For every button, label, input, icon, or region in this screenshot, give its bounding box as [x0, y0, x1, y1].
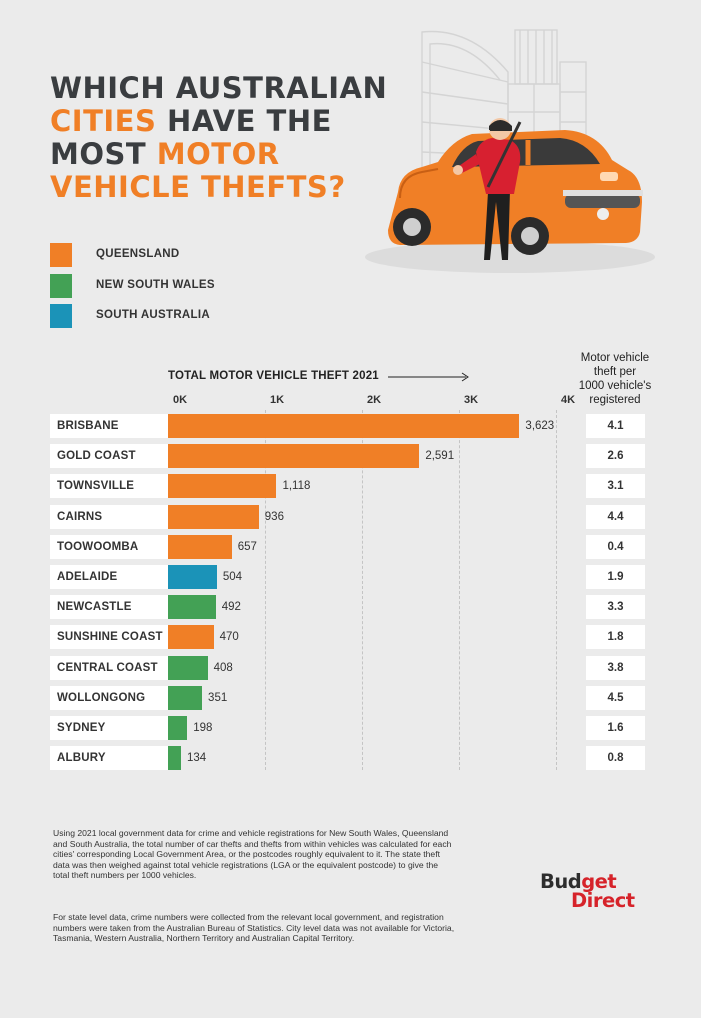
city-label: WOLLONGONG: [50, 686, 168, 710]
theft-rate-value: 3.1: [586, 474, 645, 498]
theft-rate-value: 3.3: [586, 595, 645, 619]
rate-header-line-4: registered: [589, 394, 641, 406]
thief-icon: [453, 118, 522, 260]
bar: [168, 565, 217, 589]
x-axis-title: TOTAL MOTOR VEHICLE THEFT 2021: [168, 370, 379, 382]
car-thief-illustration: [365, 29, 655, 273]
bar-value-label: 134: [186, 752, 207, 764]
bar-value-label: 351: [208, 692, 228, 704]
grid-line: [556, 410, 557, 770]
city-label: TOOWOOMBA: [50, 535, 168, 559]
bar: [168, 595, 216, 619]
theft-rate-value: 4.5: [586, 686, 645, 710]
grid-line: [459, 410, 460, 770]
grid-line: [362, 410, 363, 770]
legend-swatch-south-australia: [50, 304, 72, 328]
bar-value-label: 2,591: [425, 450, 455, 462]
bar-value-label: 504: [222, 571, 243, 583]
rate-header-line-2: theft per: [593, 366, 637, 378]
city-label: SUNSHINE COAST: [50, 625, 168, 649]
theft-rate-value: 3.8: [586, 656, 645, 680]
legend-item-queensland: QUEENSLAND: [50, 243, 250, 267]
bar: [168, 474, 277, 498]
theft-rate-value: 4.1: [586, 414, 645, 438]
bar: [168, 444, 420, 468]
bar: [168, 716, 188, 740]
legend-item-new-south-wales: NEW SOUTH WALES: [50, 274, 250, 298]
city-label: CENTRAL COAST: [50, 656, 168, 680]
bar: [168, 656, 208, 680]
bar: [168, 505, 259, 529]
bar-value-label: 470: [219, 631, 239, 643]
bar-value-label: 408: [213, 662, 233, 674]
rate-column-header: Motor vehicle theft per 1000 vehicle's r…: [568, 351, 662, 407]
legend-label-south-australia: SOUTH AUSTRALIA: [96, 309, 210, 321]
title-accent-cities: CITIES: [50, 104, 157, 138]
arrow-right-icon: [388, 372, 469, 382]
theft-rate-value: 1.9: [586, 565, 645, 589]
legend-label-new-south-wales: NEW SOUTH WALES: [96, 279, 215, 291]
city-label: TOWNSVILLE: [50, 474, 168, 498]
methodology-note: Using 2021 local government data for cri…: [53, 828, 452, 881]
x-tick-label: 4K: [561, 394, 576, 406]
rate-header-line-3: 1000 vehicle's: [578, 380, 652, 392]
title-accent-motor: MOTOR: [156, 137, 280, 171]
title-line-1: WHICH AUSTRALIAN: [50, 71, 388, 105]
bar: [168, 535, 232, 559]
city-label: ALBURY: [50, 746, 168, 770]
city-label: BRISBANE: [50, 414, 168, 438]
city-label: ADELAIDE: [50, 565, 168, 589]
bar-value-label: 3,623: [525, 420, 555, 432]
legend-swatch-queensland: [50, 243, 72, 267]
budget-direct-logo: Budget Direct: [540, 870, 635, 912]
theft-rate-value: 1.6: [586, 716, 645, 740]
title-line-3: MOST MOTOR: [50, 138, 380, 171]
theft-rate-value: 2.6: [586, 444, 645, 468]
legend-label-queensland: QUEENSLAND: [96, 248, 180, 260]
x-tick-label: 2K: [367, 394, 382, 406]
data-source-note: For state level data, crime numbers were…: [53, 912, 455, 944]
page-title: WHICH AUSTRALIAN CITIES HAVE THE MOST MO…: [50, 71, 388, 204]
city-label: GOLD COAST: [50, 444, 168, 468]
x-tick-label: 0K: [173, 394, 188, 406]
bar: [168, 625, 214, 649]
bar-value-label: 1,118: [282, 480, 311, 492]
bar: [168, 414, 520, 438]
city-label: CAIRNS: [50, 505, 168, 529]
title-rest-2: HAVE THE: [156, 104, 332, 138]
title-line-2: CITIES HAVE THE: [50, 105, 380, 138]
title-line-4: VEHICLE THEFTS?: [50, 170, 346, 204]
city-label: NEWCASTLE: [50, 595, 168, 619]
title-plain-3: MOST: [50, 137, 157, 171]
x-tick-label: 3K: [464, 394, 479, 406]
bar: [168, 686, 203, 710]
legend-item-south-australia: SOUTH AUSTRALIA: [50, 304, 250, 328]
theft-rate-value: 0.8: [586, 746, 645, 770]
bar-value-label: 492: [221, 601, 241, 613]
city-label: SYDNEY: [50, 716, 168, 740]
grid-line: [265, 410, 266, 770]
theft-rate-value: 4.4: [586, 505, 645, 529]
bar-value-label: 198: [193, 722, 213, 734]
bar-value-label: 936: [264, 511, 284, 523]
theft-rate-value: 1.8: [586, 625, 645, 649]
theft-rate-value: 0.4: [586, 535, 645, 559]
x-tick-label: 1K: [270, 394, 285, 406]
bar: [168, 746, 181, 770]
legend-swatch-new-south-wales: [50, 274, 72, 298]
bar-value-label: 657: [237, 541, 257, 553]
rate-header-line-1: Motor vehicle: [580, 352, 650, 364]
